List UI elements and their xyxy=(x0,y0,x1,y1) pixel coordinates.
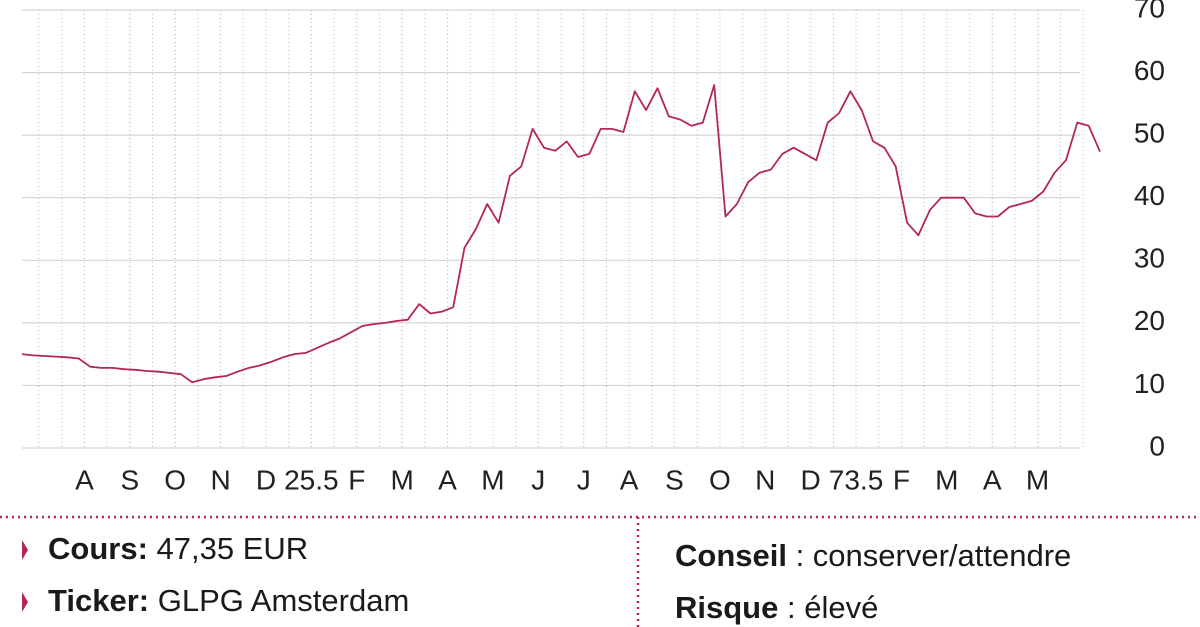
x-tick-label: O xyxy=(164,464,186,495)
value: : élevé xyxy=(778,590,878,625)
y-tick-label: 0 xyxy=(1149,430,1165,461)
bullet xyxy=(22,592,28,612)
label: Cours: xyxy=(48,531,148,566)
value: GLPG Amsterdam xyxy=(158,583,410,618)
x-tick-label: M xyxy=(390,464,413,495)
x-tick-label: S xyxy=(665,464,684,495)
x-tick-label: M xyxy=(481,464,504,495)
info-line: Risque : élevé xyxy=(675,590,878,625)
x-tick-label: A xyxy=(983,464,1002,495)
x-tick-label: J xyxy=(577,464,591,495)
x-tick-label: 25.5 xyxy=(284,464,339,495)
bullet xyxy=(22,540,28,560)
info-line: Conseil : conserver/attendre xyxy=(675,538,1071,573)
x-tick-label: M xyxy=(1026,464,1049,495)
price-line xyxy=(21,84,1101,384)
x-tick-label: S xyxy=(120,464,139,495)
value: 47,35 EUR xyxy=(157,531,309,566)
y-tick-label: 70 xyxy=(1134,0,1165,23)
x-tick-label: 73.5 xyxy=(829,464,884,495)
x-tick-label: M xyxy=(935,464,958,495)
label: Conseil xyxy=(675,538,787,573)
x-tick-label: F xyxy=(348,464,365,495)
x-tick-label: D xyxy=(801,464,821,495)
value: : conserver/attendre xyxy=(787,538,1071,573)
y-tick-label: 20 xyxy=(1134,305,1165,336)
x-tick-label: J xyxy=(531,464,545,495)
x-tick-label: A xyxy=(438,464,457,495)
info-line: Cours: 47,35 EUR xyxy=(48,531,308,566)
y-tick-label: 50 xyxy=(1134,118,1165,149)
x-tick-label: N xyxy=(210,464,230,495)
x-tick-label: F xyxy=(893,464,910,495)
x-tick-label: D xyxy=(256,464,276,495)
x-tick-label: N xyxy=(755,464,775,495)
info-line: Ticker: GLPG Amsterdam xyxy=(48,583,409,618)
y-tick-label: 60 xyxy=(1134,55,1165,86)
x-tick-label: O xyxy=(709,464,731,495)
x-tick-label: A xyxy=(620,464,639,495)
grid xyxy=(22,9,1084,449)
label: Risque xyxy=(675,590,778,625)
y-tick-label: 10 xyxy=(1134,368,1165,399)
y-tick-label: 30 xyxy=(1134,243,1165,274)
x-tick-label: A xyxy=(75,464,94,495)
y-tick-label: 40 xyxy=(1134,180,1165,211)
label: Ticker: xyxy=(48,583,149,618)
